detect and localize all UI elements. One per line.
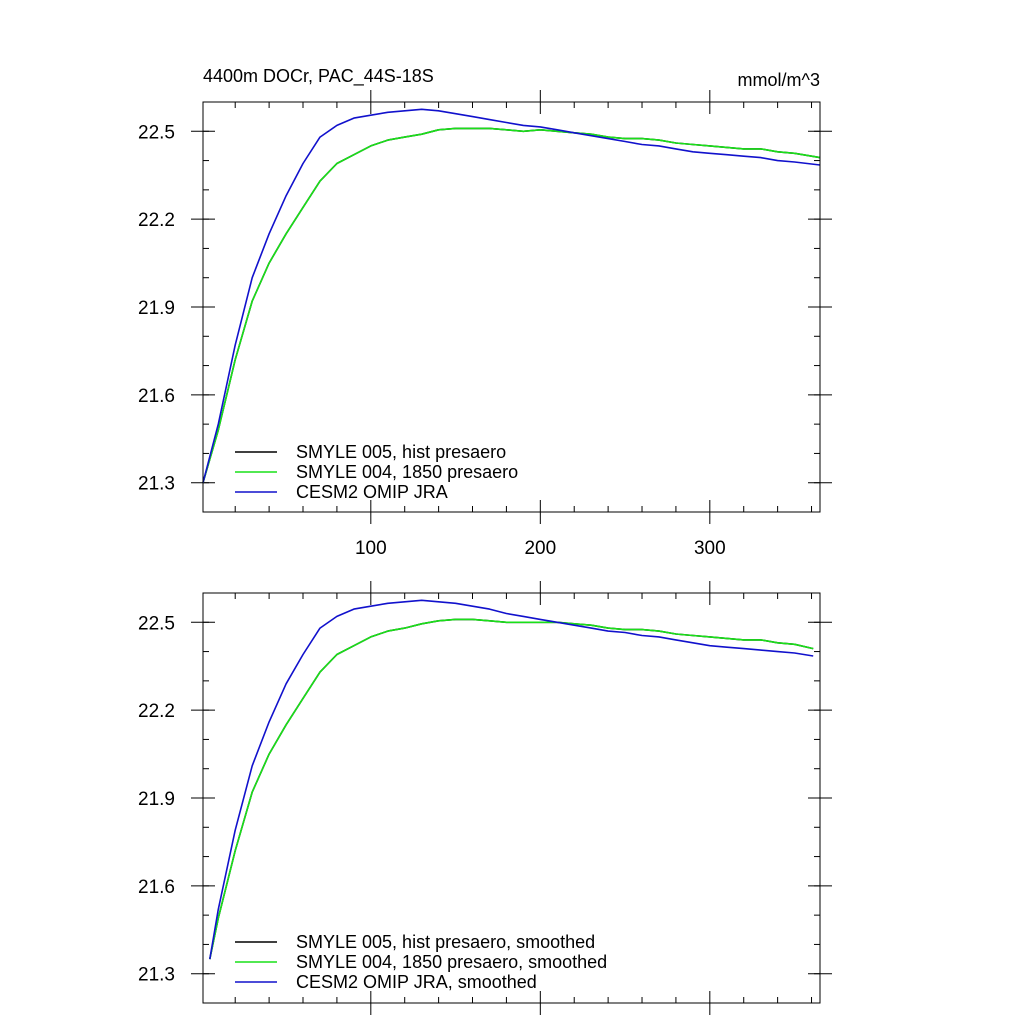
y-tick-label: 21.6 (138, 877, 175, 898)
plot-frame (202, 101, 821, 513)
y-tick-label: 21.3 (138, 965, 175, 986)
panel-title: 4400m DOCr, PAC_44S-18S (203, 66, 434, 87)
series-line-2 (209, 599, 814, 960)
units-label: mmol/m^3 (738, 70, 820, 90)
legend-label: SMYLE 005, hist presaero, smoothed (296, 932, 595, 952)
legend-label: SMYLE 004, 1850 presaero (296, 462, 518, 482)
x-tick-label: 100 (355, 538, 387, 559)
y-tick-label: 21.3 (138, 474, 175, 495)
series-line-0 (202, 127, 821, 483)
plot-frame (202, 592, 821, 1004)
y-tick-label: 22.5 (138, 122, 175, 143)
top-panel: 4400m DOCr, PAC_44S-18S mmol/m^3 21.321.… (138, 66, 832, 559)
series-line-0 (209, 618, 814, 960)
legend: SMYLE 005, hist presaero, smoothedSMYLE … (235, 932, 607, 992)
series-line-1 (202, 127, 821, 483)
bottom-panel: 21.3 21.6 21.9 22.2 22.5 SMYLE 005, hist pre… (138, 581, 832, 1015)
legend-label: SMYLE 004, 1850 presaero, smoothed (296, 952, 607, 972)
y-tick-label: 21.6 (138, 386, 175, 407)
legend-label: CESM2 OMIP JRA (296, 482, 448, 502)
axis-ticks (191, 581, 832, 1015)
y-tick-label: 21.9 (138, 298, 175, 319)
x-tick-label: 300 (694, 538, 726, 559)
y-tick-label: 22.2 (138, 210, 175, 231)
y-tick-labels: 21.3 21.6 21.9 22.2 22.5 (138, 613, 175, 985)
y-tick-label: 22.2 (138, 701, 175, 722)
y-tick-labels: 21.3 21.6 21.9 22.2 22.5 (138, 122, 175, 494)
series-line-1 (209, 618, 814, 960)
legend-label: SMYLE 005, hist presaero (296, 442, 506, 462)
x-tick-labels: 100 200 300 (355, 538, 726, 559)
series-lines (209, 599, 814, 960)
y-tick-label: 22.5 (138, 613, 175, 634)
series-line-2 (202, 108, 821, 483)
series-lines (202, 108, 821, 483)
y-tick-label: 21.9 (138, 789, 175, 810)
x-tick-label: 200 (524, 538, 556, 559)
legend-label: CESM2 OMIP JRA, smoothed (296, 972, 537, 992)
